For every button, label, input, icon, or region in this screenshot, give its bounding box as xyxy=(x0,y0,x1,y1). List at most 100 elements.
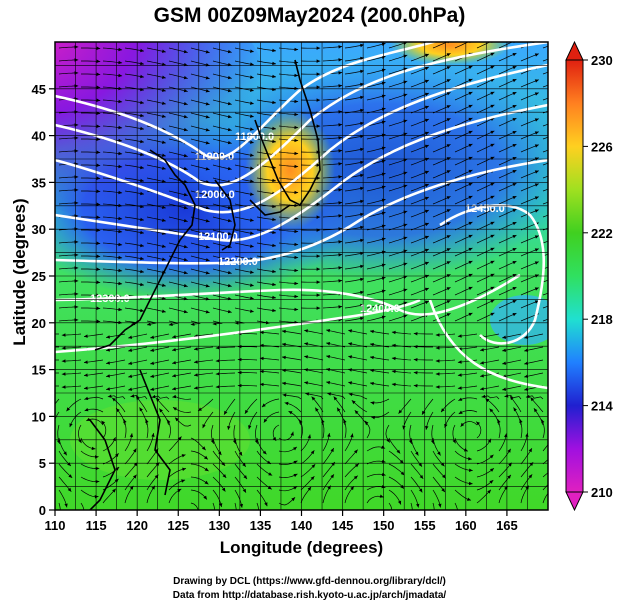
contour-label: 12100.0 xyxy=(198,231,238,243)
streamline-arrowhead xyxy=(424,274,429,279)
streamline-arrowhead xyxy=(140,256,144,261)
streamline xyxy=(454,502,458,510)
streamline-arrowhead xyxy=(140,152,144,157)
y-tick-label: 40 xyxy=(32,129,46,144)
streamline-arrowhead xyxy=(202,424,206,429)
streamline-arrowhead xyxy=(534,118,539,122)
streamline-arrowhead xyxy=(458,410,463,414)
streamline-arrowhead xyxy=(291,497,296,502)
streamline-arrowhead xyxy=(468,312,473,317)
streamline-arrowhead xyxy=(227,257,232,262)
streamline-arrowhead xyxy=(183,114,188,119)
streamline-arrowhead xyxy=(468,481,473,486)
streamline-arrowhead xyxy=(161,75,166,79)
streamline-arrowhead xyxy=(446,170,451,174)
colorbar-tick-label: 210 xyxy=(591,485,613,500)
streamline-arrowhead xyxy=(338,227,343,231)
streamline-arrowhead xyxy=(118,138,123,143)
streamline-arrowhead xyxy=(172,374,176,378)
streamline-arrowhead xyxy=(183,205,188,210)
streamline xyxy=(542,84,548,88)
streamline-arrowhead xyxy=(183,270,188,275)
streamline-arrowhead xyxy=(502,335,507,339)
streamline-arrowhead xyxy=(183,257,188,262)
streamline-arrowhead xyxy=(557,236,561,239)
streamline-arrowhead xyxy=(524,361,529,365)
streamline-arrowhead xyxy=(95,480,100,484)
streamline-arrowhead xyxy=(67,462,71,466)
geopotential-contour xyxy=(55,103,548,242)
streamline-arrowhead xyxy=(424,261,429,266)
streamline-arrowhead xyxy=(446,235,451,239)
streamline-arrowhead xyxy=(504,433,508,438)
streamline-arrowhead xyxy=(557,262,561,265)
streamline-arrowhead xyxy=(338,162,343,166)
streamline-arrowhead xyxy=(248,425,252,430)
streamline xyxy=(58,502,61,510)
streamline-arrowhead xyxy=(227,140,232,145)
streamline-arrowhead xyxy=(446,92,451,96)
geopotential-contour xyxy=(55,158,548,265)
streamline-arrowhead xyxy=(438,503,442,508)
streamline-arrowhead xyxy=(326,342,331,346)
streamline-arrowhead xyxy=(446,287,451,291)
streamline-arrowhead xyxy=(150,387,155,391)
streamline-arrowhead xyxy=(446,222,451,226)
streamline-arrowhead xyxy=(182,467,186,471)
streamline-arrowhead xyxy=(96,215,101,219)
streamline-arrowhead xyxy=(557,158,561,161)
streamline-arrowhead xyxy=(304,329,308,333)
streamline-arrowhead xyxy=(215,385,220,389)
streamline-arrowhead xyxy=(316,46,321,50)
streamline-arrowhead xyxy=(490,195,495,199)
streamline-arrowhead xyxy=(541,419,545,424)
streamline-arrowhead xyxy=(446,248,451,252)
x-tick-label: 130 xyxy=(208,518,230,533)
streamline-arrowhead xyxy=(254,439,258,444)
streamline xyxy=(212,502,216,510)
streamline-arrowhead xyxy=(118,190,123,195)
streamline-arrowhead xyxy=(416,503,420,508)
streamline-arrowhead xyxy=(338,71,343,75)
streamline-arrowhead xyxy=(181,479,186,483)
streamline-arrowhead xyxy=(161,205,166,209)
contour-label: 11800.0 xyxy=(235,131,274,143)
streamline-arrowhead xyxy=(250,231,254,235)
streamline-arrowhead xyxy=(550,488,554,492)
streamline-arrowhead xyxy=(299,419,303,424)
streamline-arrowhead xyxy=(424,131,429,136)
streamline-arrowhead xyxy=(221,487,226,492)
streamline xyxy=(542,97,548,101)
streamline-arrowhead xyxy=(304,355,308,359)
streamline-arrowhead xyxy=(533,408,538,413)
streamline-arrowhead xyxy=(293,460,298,464)
streamline-arrowhead xyxy=(183,153,188,158)
streamline-arrowhead xyxy=(272,178,276,183)
streamline-arrowhead xyxy=(424,300,429,305)
streamline-arrowhead xyxy=(370,355,374,360)
x-tick-label: 135 xyxy=(250,518,272,533)
streamline-arrowhead xyxy=(468,457,472,461)
streamline-arrowhead xyxy=(118,99,123,104)
streamline-arrowhead xyxy=(304,342,308,346)
streamline-arrowhead xyxy=(326,329,331,333)
streamline-arrowhead xyxy=(338,84,343,88)
y-tick-label: 35 xyxy=(32,175,46,190)
y-tick-label: 15 xyxy=(32,363,46,378)
streamline-arrowhead xyxy=(446,183,451,187)
streamline-arrowhead xyxy=(480,348,484,352)
streamline-arrowhead xyxy=(468,260,473,265)
streamline-arrowhead xyxy=(161,140,166,144)
streamline-arrowhead xyxy=(161,244,166,248)
streamline-arrowhead xyxy=(107,394,112,398)
streamline xyxy=(542,266,548,270)
streamline-arrowhead xyxy=(435,359,440,363)
streamline xyxy=(542,123,548,127)
streamline-arrowhead xyxy=(502,348,507,352)
streamline-arrowhead xyxy=(161,114,166,118)
streamline-arrowhead xyxy=(118,73,123,78)
streamline-arrowhead xyxy=(326,355,331,359)
streamline-arrowhead xyxy=(183,244,188,249)
streamline xyxy=(498,42,514,49)
streamline-arrowhead xyxy=(502,387,507,391)
